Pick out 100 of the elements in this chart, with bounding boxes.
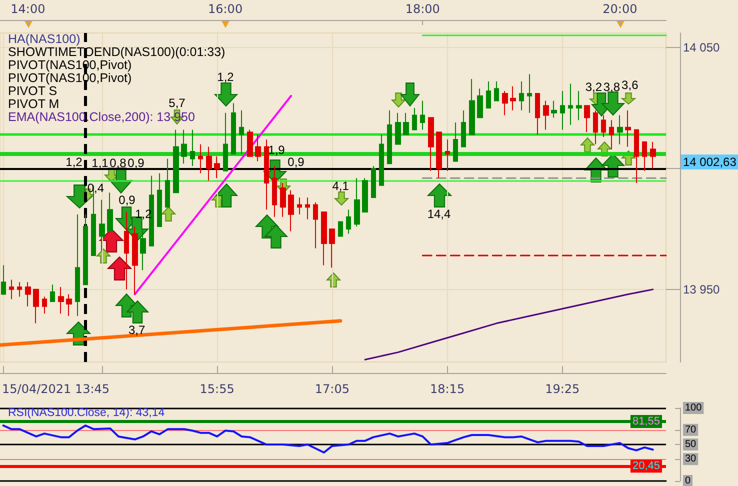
candlestick <box>346 209 351 234</box>
candlestick <box>494 80 499 102</box>
annotation: 1,2 <box>66 155 83 169</box>
candlestick <box>642 141 647 172</box>
text: 14 002,63 <box>683 155 737 169</box>
candlestick <box>593 110 598 145</box>
candlestick <box>33 288 39 324</box>
candlestick <box>157 172 162 228</box>
candlestick <box>140 228 146 271</box>
candlestick <box>510 86 516 111</box>
x2-tick-label: 18:00 <box>405 2 440 16</box>
candlestick <box>66 294 72 317</box>
annotation: 5,7 <box>168 96 186 110</box>
line-series <box>2 424 654 454</box>
annotation: HA(NAS100) <box>8 32 80 46</box>
candlestick <box>58 286 64 314</box>
x-tick-label: 15/04/2021 13:45 <box>2 382 110 396</box>
candlestick <box>354 178 360 228</box>
x-tick-label: 17:05 <box>314 382 350 396</box>
annotation: 0,9 <box>118 193 136 207</box>
ref-line-label: 20,45 <box>632 460 660 472</box>
candlestick <box>1 264 6 295</box>
candlestick <box>247 129 253 157</box>
annotation: PIVOT(NAS100,Pivot) <box>8 58 132 72</box>
candlestick <box>362 178 368 213</box>
candlestick <box>329 228 335 268</box>
candlestick <box>395 112 401 145</box>
candlestick <box>436 132 442 179</box>
candlestick <box>420 100 425 130</box>
candlestick <box>83 214 88 286</box>
x2-tick-label: 20:00 <box>602 2 638 16</box>
candlestick <box>206 146 212 182</box>
y-tick-label: 50 <box>685 439 697 450</box>
annotation: PIVOT M <box>8 97 60 111</box>
annotation: 3,8 <box>603 80 620 94</box>
candlestick <box>568 83 573 126</box>
y-tick-label: 13 950 <box>683 282 720 296</box>
candlestick <box>428 117 434 172</box>
candlestick <box>617 114 623 145</box>
candlestick <box>124 212 129 290</box>
candlestick <box>601 114 606 138</box>
annotation: 4,1 <box>332 179 350 193</box>
candlestick <box>288 190 294 232</box>
candlestick <box>17 282 22 298</box>
candlestick <box>461 110 466 148</box>
annotation: 1,1 <box>92 156 109 170</box>
x-tick-label: 15:55 <box>200 382 234 396</box>
x-tick-label: 18:15 <box>430 382 465 396</box>
candlestick <box>527 74 532 114</box>
annotation: 3,7 <box>128 323 146 337</box>
candlestick <box>280 182 286 218</box>
y-tick-label: 30 <box>685 454 697 465</box>
candlestick <box>231 102 236 154</box>
candlestick <box>9 279 14 300</box>
x-tick-label: 19:25 <box>545 382 580 396</box>
candlestick <box>42 296 47 314</box>
candlestick <box>297 197 302 215</box>
candlestick <box>486 80 491 108</box>
x2-tick-label: 16:00 <box>208 2 243 16</box>
candlestick <box>379 134 384 186</box>
candlestick <box>519 80 524 111</box>
candlestick <box>445 138 450 172</box>
candlestick <box>502 90 508 116</box>
annotation: 0,9 <box>288 155 305 169</box>
candlestick <box>255 134 261 162</box>
candlestick <box>625 110 631 148</box>
candlestick <box>75 214 80 317</box>
candlestick <box>371 166 376 198</box>
candlestick <box>313 202 318 249</box>
candlestick <box>181 129 187 164</box>
candlestick <box>584 105 590 133</box>
candlestick <box>634 129 639 184</box>
candlestick <box>609 120 614 150</box>
annotation: 0,8 <box>110 156 127 170</box>
candlestick <box>272 166 277 218</box>
y-tick-label: 70 <box>685 424 697 436</box>
x2-tick-label: 14:00 <box>10 2 46 16</box>
candlestick <box>650 141 656 169</box>
candlestick <box>305 197 310 220</box>
candlestick <box>107 192 113 232</box>
candlestick <box>239 110 244 154</box>
y-tick-label: 100 <box>685 402 702 414</box>
candlestick <box>321 212 327 266</box>
candlestick <box>453 122 458 162</box>
y-tick-label: 14 050 <box>683 40 720 55</box>
candlestick <box>560 90 565 130</box>
candlestick <box>223 112 228 172</box>
candlestick <box>99 199 105 252</box>
candlestick <box>412 107 417 130</box>
candlestick <box>173 129 179 194</box>
candlestick <box>543 100 549 130</box>
annotation: PIVOT(NAS100,Pivot) <box>8 71 132 85</box>
annotation: 14,4 <box>427 207 451 221</box>
candlestick <box>190 129 195 167</box>
y-tick-label: 0 <box>685 476 691 486</box>
candlestick <box>214 156 220 179</box>
candlestick <box>469 78 475 136</box>
annotation: 1,2 <box>217 70 234 84</box>
candlestick <box>477 88 483 118</box>
annotation: PIVOT S <box>8 84 58 98</box>
